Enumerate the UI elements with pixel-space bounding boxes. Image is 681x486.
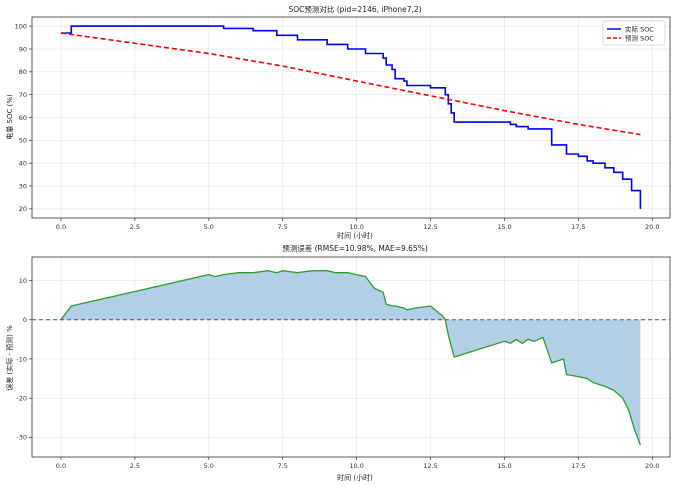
chart-title: SOC预测对比 (pid=2146, iPhone7,2) bbox=[288, 4, 421, 14]
y-tick-label: -10 bbox=[16, 355, 27, 363]
x-tick-label: 12.5 bbox=[423, 223, 437, 231]
x-tick-label: 15.0 bbox=[497, 462, 511, 470]
y-tick-label: 0 bbox=[23, 316, 27, 324]
error-line bbox=[60, 270, 642, 446]
x-tick-label: 7.5 bbox=[278, 223, 288, 231]
y-axis-label: 误差 (实际 - 预测) % bbox=[5, 325, 14, 391]
x-axis-label: 时间 (小时) bbox=[337, 231, 373, 240]
legend-label: 预测 SOC bbox=[625, 33, 654, 42]
soc-comparison-chart: SOC预测对比 (pid=2146, iPhone7,2) 时间 (小时) 电量… bbox=[5, 4, 671, 240]
y-tick-label: 30 bbox=[19, 182, 27, 190]
y-tick-label: 80 bbox=[19, 68, 27, 76]
x-tick-label: 10.0 bbox=[349, 223, 363, 231]
x-tick-label: 20.0 bbox=[645, 462, 659, 470]
y-tick-label: 50 bbox=[19, 137, 27, 145]
legend-label: 实际 SOC bbox=[625, 24, 654, 33]
plot-frame bbox=[31, 256, 671, 458]
legend-box bbox=[602, 20, 666, 46]
x-tick-label: 20.0 bbox=[645, 223, 659, 231]
chart-title: 预测误差 (RMSE=10.98%, MAE=9.65%) bbox=[282, 243, 428, 253]
y-tick-label: 10 bbox=[19, 277, 27, 285]
y-tick-label: 40 bbox=[19, 159, 27, 167]
x-tick-label: 2.5 bbox=[130, 462, 140, 470]
series-line-1 bbox=[60, 32, 641, 136]
x-tick-label: 5.0 bbox=[204, 223, 214, 231]
x-tick-label: 0.0 bbox=[56, 223, 66, 231]
y-tick-label: 70 bbox=[19, 91, 27, 99]
y-axis-label: 电量 SOC (%) bbox=[5, 94, 14, 140]
error-area-fill bbox=[61, 270, 641, 446]
y-tick-label: 100 bbox=[15, 22, 27, 30]
x-tick-label: 7.5 bbox=[278, 462, 288, 470]
y-tick-label: 20 bbox=[19, 205, 27, 213]
plot-frame bbox=[31, 16, 671, 219]
y-tick-label: -30 bbox=[16, 434, 27, 442]
x-tick-label: 17.5 bbox=[571, 223, 585, 231]
x-tick-label: 10.0 bbox=[349, 462, 363, 470]
x-tick-label: 17.5 bbox=[571, 462, 585, 470]
y-tick-label: 90 bbox=[19, 45, 27, 53]
x-tick-label: 5.0 bbox=[204, 462, 214, 470]
y-tick-label: 60 bbox=[19, 114, 27, 122]
y-tick-label: -20 bbox=[16, 394, 27, 402]
x-tick-label: 0.0 bbox=[56, 462, 66, 470]
x-tick-label: 15.0 bbox=[497, 223, 511, 231]
x-axis-label: 时间 (小时) bbox=[337, 473, 373, 482]
x-tick-label: 12.5 bbox=[423, 462, 437, 470]
error-chart: 预测误差 (RMSE=10.98%, MAE=9.65%) 时间 (小时) 误差… bbox=[5, 243, 671, 482]
x-tick-label: 2.5 bbox=[130, 223, 140, 231]
